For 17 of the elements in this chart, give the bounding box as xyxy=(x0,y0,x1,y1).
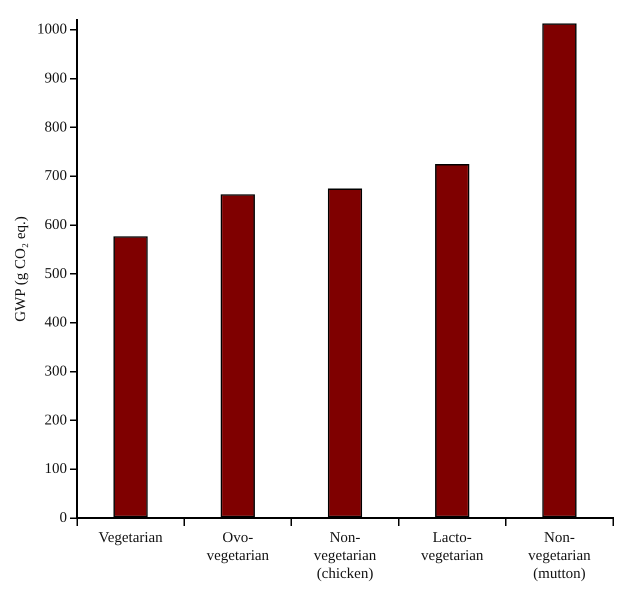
y-tick-label: 400 xyxy=(44,314,67,331)
y-tick-label: 600 xyxy=(44,216,67,233)
x-tick-label: Ovo-vegetarian xyxy=(206,530,270,564)
y-tick-label: 700 xyxy=(44,168,67,184)
x-tick-label: Non-vegetarian (chicken) xyxy=(314,530,377,582)
y-tick-label: 500 xyxy=(44,266,67,282)
x-tick-label: Vegetarian xyxy=(98,530,164,546)
y-axis-title: GWP (g CO₂ eq.) xyxy=(12,216,29,322)
x-tick-label: Non-vegetarian (mutton) xyxy=(528,530,592,582)
y-tick-label: 900 xyxy=(44,70,67,87)
y-tick-label: 0 xyxy=(60,510,67,526)
y-tick-label: 100 xyxy=(44,461,67,478)
y-tick-label: 800 xyxy=(44,119,67,136)
y-tick-label: 300 xyxy=(44,363,67,380)
x-tick-label: Lacto-vegetarian xyxy=(420,530,484,564)
y-tick-label: 200 xyxy=(44,412,67,428)
y-tick-label: 1000 xyxy=(37,22,67,38)
